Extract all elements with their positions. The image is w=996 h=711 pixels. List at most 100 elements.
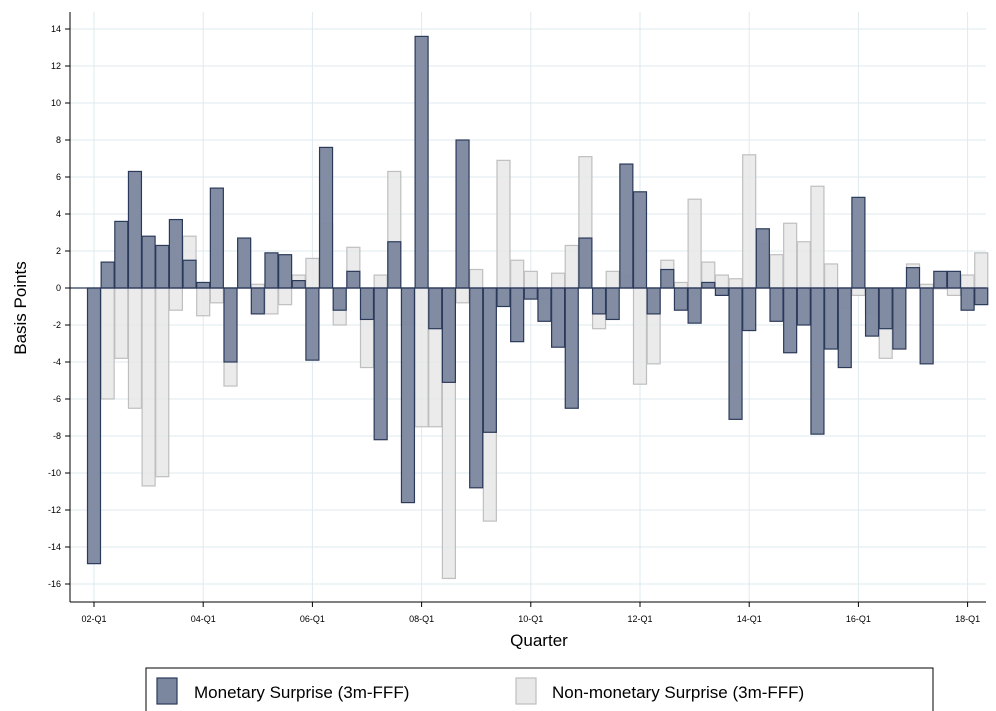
legend-swatch-monetary bbox=[156, 677, 178, 705]
monetary-bar bbox=[237, 237, 252, 289]
legend-label-monetary: Monetary Surprise (3m-FFF) bbox=[194, 683, 409, 702]
non-monetary-bar bbox=[632, 287, 648, 385]
y-tick-label: -12 bbox=[48, 505, 61, 515]
monetary-bar bbox=[742, 287, 757, 332]
y-tick-label: -16 bbox=[48, 579, 61, 589]
monetary-bar bbox=[373, 287, 388, 441]
monetary-bar bbox=[168, 218, 183, 289]
monetary-bar bbox=[755, 228, 770, 289]
non-monetary-bar bbox=[209, 287, 224, 304]
monetary-bar bbox=[305, 287, 320, 361]
monetary-bar bbox=[687, 287, 702, 324]
x-tick-label: 12-Q1 bbox=[627, 614, 652, 624]
monetary-bar bbox=[660, 268, 675, 289]
monetary-bar bbox=[796, 287, 811, 326]
monetary-bar bbox=[496, 287, 511, 308]
non-monetary-bar bbox=[100, 287, 115, 400]
monetary-bar bbox=[714, 287, 730, 297]
monetary-bar bbox=[769, 287, 784, 322]
x-tick-label: 10-Q1 bbox=[518, 614, 543, 624]
monetary-bar bbox=[209, 187, 224, 289]
monetary-bar bbox=[86, 287, 102, 565]
non-monetary-bar bbox=[960, 274, 975, 289]
x-tick-label: 02-Q1 bbox=[81, 614, 106, 624]
non-monetary-bar bbox=[605, 270, 620, 289]
non-monetary-bar bbox=[373, 274, 388, 289]
non-monetary-bar bbox=[496, 159, 511, 289]
y-ticks: 14 12 10 8 6 4 2 0 -2 -4 -6 -8 -10 -12 -14 -16 bbox=[48, 24, 70, 589]
non-monetary-bar bbox=[783, 222, 798, 289]
y-tick-label: -14 bbox=[48, 542, 61, 552]
non-monetary-bar bbox=[414, 287, 429, 428]
monetary-bar bbox=[591, 287, 607, 315]
y-tick-label: -4 bbox=[53, 357, 61, 367]
monetary-bar bbox=[141, 235, 156, 289]
monetary-bar bbox=[482, 287, 497, 433]
monetary-bar bbox=[864, 287, 880, 337]
non-monetary-bar bbox=[823, 263, 839, 289]
monetary-bar bbox=[823, 287, 839, 350]
non-monetary-bar bbox=[714, 274, 730, 289]
monetary-bar bbox=[400, 287, 416, 504]
y-tick-label: 4 bbox=[56, 209, 61, 219]
non-monetary-bar bbox=[127, 287, 143, 409]
x-tick-label: 14-Q1 bbox=[737, 614, 762, 624]
non-monetary-bar bbox=[796, 241, 811, 289]
monetary-bar bbox=[960, 287, 975, 311]
x-tick-label: 08-Q1 bbox=[409, 614, 434, 624]
legend-swatch-non-monetary bbox=[515, 677, 537, 705]
non-monetary-bar bbox=[564, 244, 579, 289]
non-monetary-bar bbox=[974, 252, 989, 289]
monetary-bar bbox=[387, 241, 402, 289]
monetary-bar bbox=[359, 287, 375, 321]
non-monetary-bar bbox=[550, 272, 566, 289]
x-tick-label: 06-Q1 bbox=[300, 614, 325, 624]
monetary-bar bbox=[264, 252, 279, 289]
monetary-bar bbox=[646, 287, 661, 315]
y-tick-label: 2 bbox=[56, 246, 61, 256]
monetary-series bbox=[70, 35, 989, 565]
y-tick-label: 14 bbox=[51, 24, 61, 34]
y-tick-label: 10 bbox=[51, 98, 61, 108]
x-ticks: 02-Q1 04-Q1 06-Q1 08-Q1 10-Q1 12-Q1 14-Q1 16-Q1… bbox=[81, 602, 980, 624]
monetary-bar bbox=[878, 287, 893, 330]
monetary-bar bbox=[810, 287, 825, 435]
monetary-bar bbox=[182, 259, 197, 289]
monetary-bar bbox=[441, 287, 456, 383]
monetary-bar bbox=[428, 287, 443, 330]
non-monetary-bar bbox=[673, 281, 689, 289]
monetary-bar bbox=[510, 287, 525, 343]
legend: Monetary Surprise (3m-FFF) Non-monetary … bbox=[145, 667, 934, 711]
monetary-bar bbox=[127, 170, 143, 289]
monetary-bar bbox=[537, 287, 552, 322]
monetary-bar bbox=[332, 287, 347, 311]
monetary-bar bbox=[837, 287, 852, 369]
monetary-bar bbox=[223, 287, 238, 363]
monetary-bar bbox=[455, 139, 470, 289]
monetary-bar bbox=[933, 270, 948, 289]
y-tick-label: 0 bbox=[56, 283, 61, 293]
monetary-bar bbox=[550, 287, 566, 348]
monetary-bar bbox=[619, 163, 634, 289]
x-axis-title: Quarter bbox=[510, 631, 568, 650]
monetary-bar bbox=[701, 281, 716, 289]
non-monetary-bar bbox=[728, 278, 743, 289]
monetary-bar bbox=[114, 220, 129, 289]
monetary-bar bbox=[974, 287, 989, 306]
monetary-bar bbox=[905, 267, 921, 289]
monetary-bar bbox=[250, 287, 265, 315]
non-monetary-bar bbox=[455, 287, 470, 304]
x-tick-label: 04-Q1 bbox=[191, 614, 216, 624]
monetary-bar bbox=[919, 287, 934, 365]
monetary-bar bbox=[523, 287, 538, 300]
non-monetary-bar bbox=[851, 287, 866, 297]
y-tick-label: 6 bbox=[56, 172, 61, 182]
non-monetary-bar bbox=[141, 287, 156, 487]
monetary-bar bbox=[469, 287, 484, 489]
y-tick-label: 12 bbox=[51, 61, 61, 71]
monetary-bar bbox=[605, 287, 620, 321]
monetary-bar bbox=[414, 35, 429, 289]
monetary-bar bbox=[578, 237, 593, 289]
y-tick-label: -6 bbox=[53, 394, 61, 404]
